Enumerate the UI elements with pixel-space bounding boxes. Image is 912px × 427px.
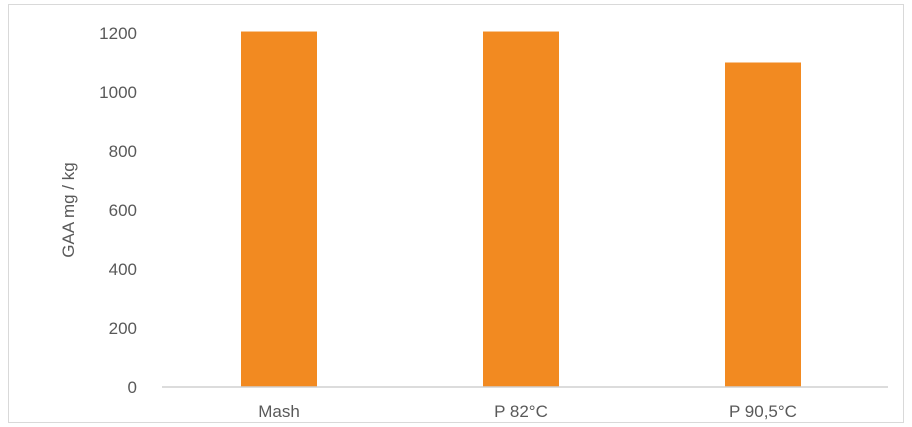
y-axis-ticks: 0 200 400 600 800 1000 1200 bbox=[99, 24, 137, 397]
y-tick-label: 1000 bbox=[99, 83, 137, 102]
bar bbox=[725, 62, 801, 387]
y-tick-label: 1200 bbox=[99, 24, 137, 43]
x-tick-label: Mash bbox=[258, 402, 300, 421]
y-tick-label: 400 bbox=[109, 260, 137, 279]
x-tick-label: P 90,5°C bbox=[729, 402, 797, 421]
y-tick-label: 800 bbox=[109, 142, 137, 161]
y-tick-label: 600 bbox=[109, 201, 137, 220]
bar bbox=[483, 31, 559, 388]
bar bbox=[241, 31, 317, 388]
y-tick-label: 200 bbox=[109, 319, 137, 338]
y-axis-label: GAA mg / kg bbox=[59, 162, 78, 257]
bars bbox=[241, 31, 801, 388]
y-tick-label: 0 bbox=[128, 378, 137, 397]
x-axis-labels: Mash P 82°C P 90,5°C bbox=[258, 402, 797, 421]
x-tick-label: P 82°C bbox=[494, 402, 548, 421]
